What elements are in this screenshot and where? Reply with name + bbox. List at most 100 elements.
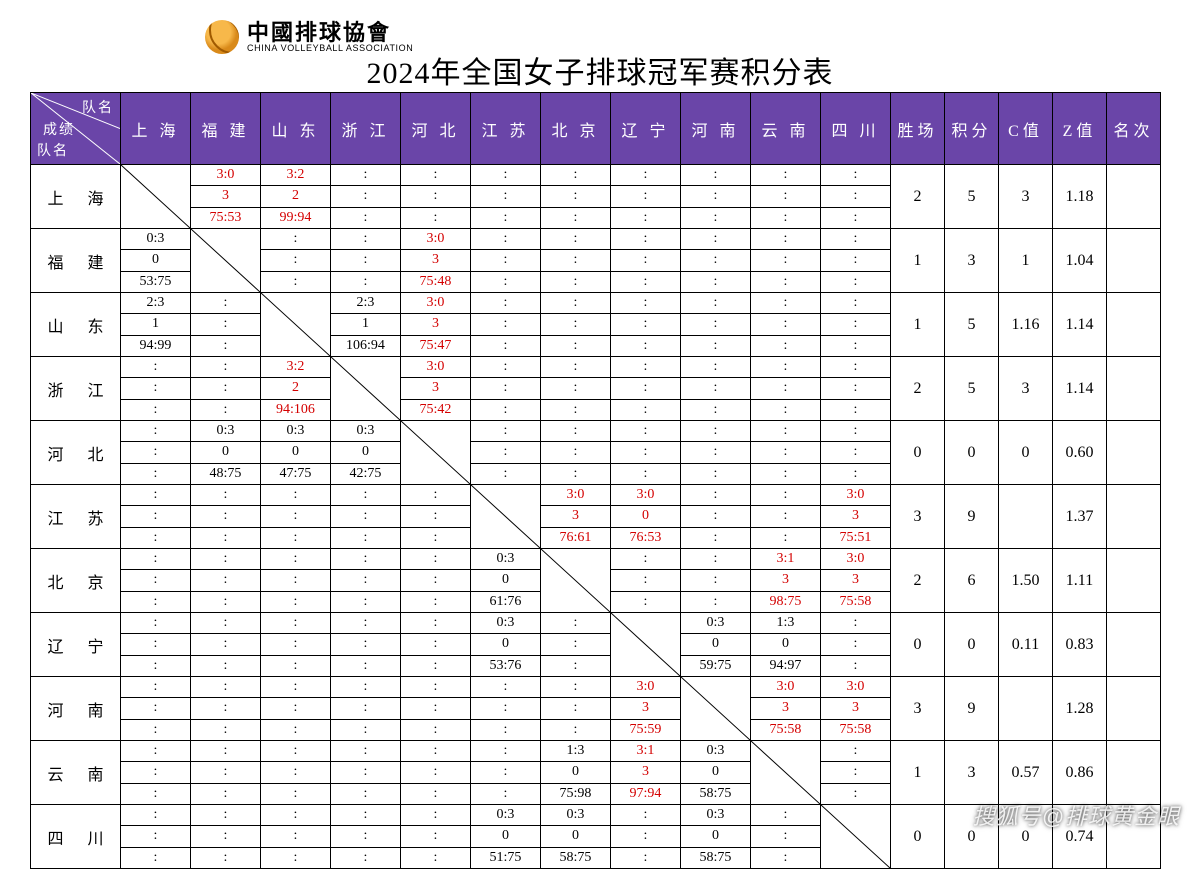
logo-cn: 中國排球協會: [247, 21, 413, 44]
standings-table: 队名 成绩 队名 上 海福 建山 东浙 江河 北江 苏北 京辽 宁河 南云 南四…: [30, 92, 1161, 869]
stat-3-1: 5: [945, 357, 999, 421]
cell-4-4: [401, 421, 471, 485]
stat-3-4: [1107, 357, 1161, 421]
cell-6-6: [541, 549, 611, 613]
cell-9-9: [751, 741, 821, 805]
stat-3-2: 3: [999, 357, 1053, 421]
cell-4-5: :::: [471, 421, 541, 485]
cell-10-7: :::: [611, 805, 681, 869]
rowlabel-0: 上 海: [31, 165, 121, 229]
cell-2-6: :::: [541, 293, 611, 357]
cell-2-2: [261, 293, 331, 357]
cell-10-4: :::: [401, 805, 471, 869]
cell-2-10: :::: [821, 293, 891, 357]
page-title: 2024年全国女子排球冠军赛积分表: [0, 48, 1200, 92]
cell-4-2: 0:3047:75: [261, 421, 331, 485]
cell-1-0: 0:3053:75: [121, 229, 191, 293]
cell-8-3: :::: [331, 677, 401, 741]
cell-10-3: :::: [331, 805, 401, 869]
stat-8-0: 3: [891, 677, 945, 741]
cell-6-0: :::: [121, 549, 191, 613]
stat-2-0: 1: [891, 293, 945, 357]
rowlabel-4: 河 北: [31, 421, 121, 485]
cell-1-8: :::: [681, 229, 751, 293]
cell-2-4: 3:0375:47: [401, 293, 471, 357]
cell-3-8: :::: [681, 357, 751, 421]
stat-4-3: 0.60: [1053, 421, 1107, 485]
stat-1-1: 3: [945, 229, 999, 293]
stat-5-0: 3: [891, 485, 945, 549]
col-1: 福 建: [191, 93, 261, 165]
cell-8-7: 3:0375:59: [611, 677, 681, 741]
cell-10-5: 0:3051:75: [471, 805, 541, 869]
col-10: 四 川: [821, 93, 891, 165]
cell-1-5: :::: [471, 229, 541, 293]
cell-0-7: :::: [611, 165, 681, 229]
stat-1-4: [1107, 229, 1161, 293]
cell-2-1: :::: [191, 293, 261, 357]
cell-10-2: :::: [261, 805, 331, 869]
cell-1-1: [191, 229, 261, 293]
stat-9-0: 1: [891, 741, 945, 805]
cell-6-4: :::: [401, 549, 471, 613]
stat-4-2: 0: [999, 421, 1053, 485]
cell-6-8: :::: [681, 549, 751, 613]
rowlabel-8: 河 南: [31, 677, 121, 741]
statcol-1: 积分: [945, 93, 999, 165]
cell-7-4: :::: [401, 613, 471, 677]
cell-3-4: 3:0375:42: [401, 357, 471, 421]
cell-7-2: :::: [261, 613, 331, 677]
stat-1-0: 1: [891, 229, 945, 293]
cell-2-8: :::: [681, 293, 751, 357]
col-3: 浙 江: [331, 93, 401, 165]
cell-1-9: :::: [751, 229, 821, 293]
stat-6-4: [1107, 549, 1161, 613]
statcol-2: C值: [999, 93, 1053, 165]
col-7: 辽 宁: [611, 93, 681, 165]
stat-4-1: 0: [945, 421, 999, 485]
statcol-0: 胜场: [891, 93, 945, 165]
cell-2-7: :::: [611, 293, 681, 357]
cell-3-9: :::: [751, 357, 821, 421]
cell-5-0: :::: [121, 485, 191, 549]
cell-9-7: 3:1397:94: [611, 741, 681, 805]
cell-2-9: :::: [751, 293, 821, 357]
stat-5-1: 9: [945, 485, 999, 549]
cell-0-3: :::: [331, 165, 401, 229]
cell-9-3: :::: [331, 741, 401, 805]
cell-6-3: :::: [331, 549, 401, 613]
cell-4-0: :::: [121, 421, 191, 485]
stat-8-3: 1.28: [1053, 677, 1107, 741]
stat-8-2: [999, 677, 1053, 741]
cell-5-2: :::: [261, 485, 331, 549]
cell-5-9: :::: [751, 485, 821, 549]
cell-0-4: :::: [401, 165, 471, 229]
rowlabel-5: 江 苏: [31, 485, 121, 549]
cell-4-6: :::: [541, 421, 611, 485]
stat-9-4: [1107, 741, 1161, 805]
cell-1-6: :::: [541, 229, 611, 293]
cell-9-5: :::: [471, 741, 541, 805]
stat-2-3: 1.14: [1053, 293, 1107, 357]
cell-7-7: [611, 613, 681, 677]
cell-8-9: 3:0375:58: [751, 677, 821, 741]
cell-3-1: :::: [191, 357, 261, 421]
statcol-4: 名次: [1107, 93, 1161, 165]
cell-6-5: 0:3061:76: [471, 549, 541, 613]
stat-2-1: 5: [945, 293, 999, 357]
cell-9-0: :::: [121, 741, 191, 805]
stat-6-2: 1.50: [999, 549, 1053, 613]
cell-4-3: 0:3042:75: [331, 421, 401, 485]
cell-1-10: :::: [821, 229, 891, 293]
corner-cell: 队名 成绩 队名: [31, 93, 121, 165]
cell-3-2: 3:2294:106: [261, 357, 331, 421]
rowlabel-1: 福 建: [31, 229, 121, 293]
cell-0-1: 3:0375:53: [191, 165, 261, 229]
rowlabel-6: 北 京: [31, 549, 121, 613]
cell-0-9: :::: [751, 165, 821, 229]
cell-5-3: :::: [331, 485, 401, 549]
cell-0-8: :::: [681, 165, 751, 229]
stat-5-3: 1.37: [1053, 485, 1107, 549]
col-2: 山 东: [261, 93, 331, 165]
cell-0-10: :::: [821, 165, 891, 229]
